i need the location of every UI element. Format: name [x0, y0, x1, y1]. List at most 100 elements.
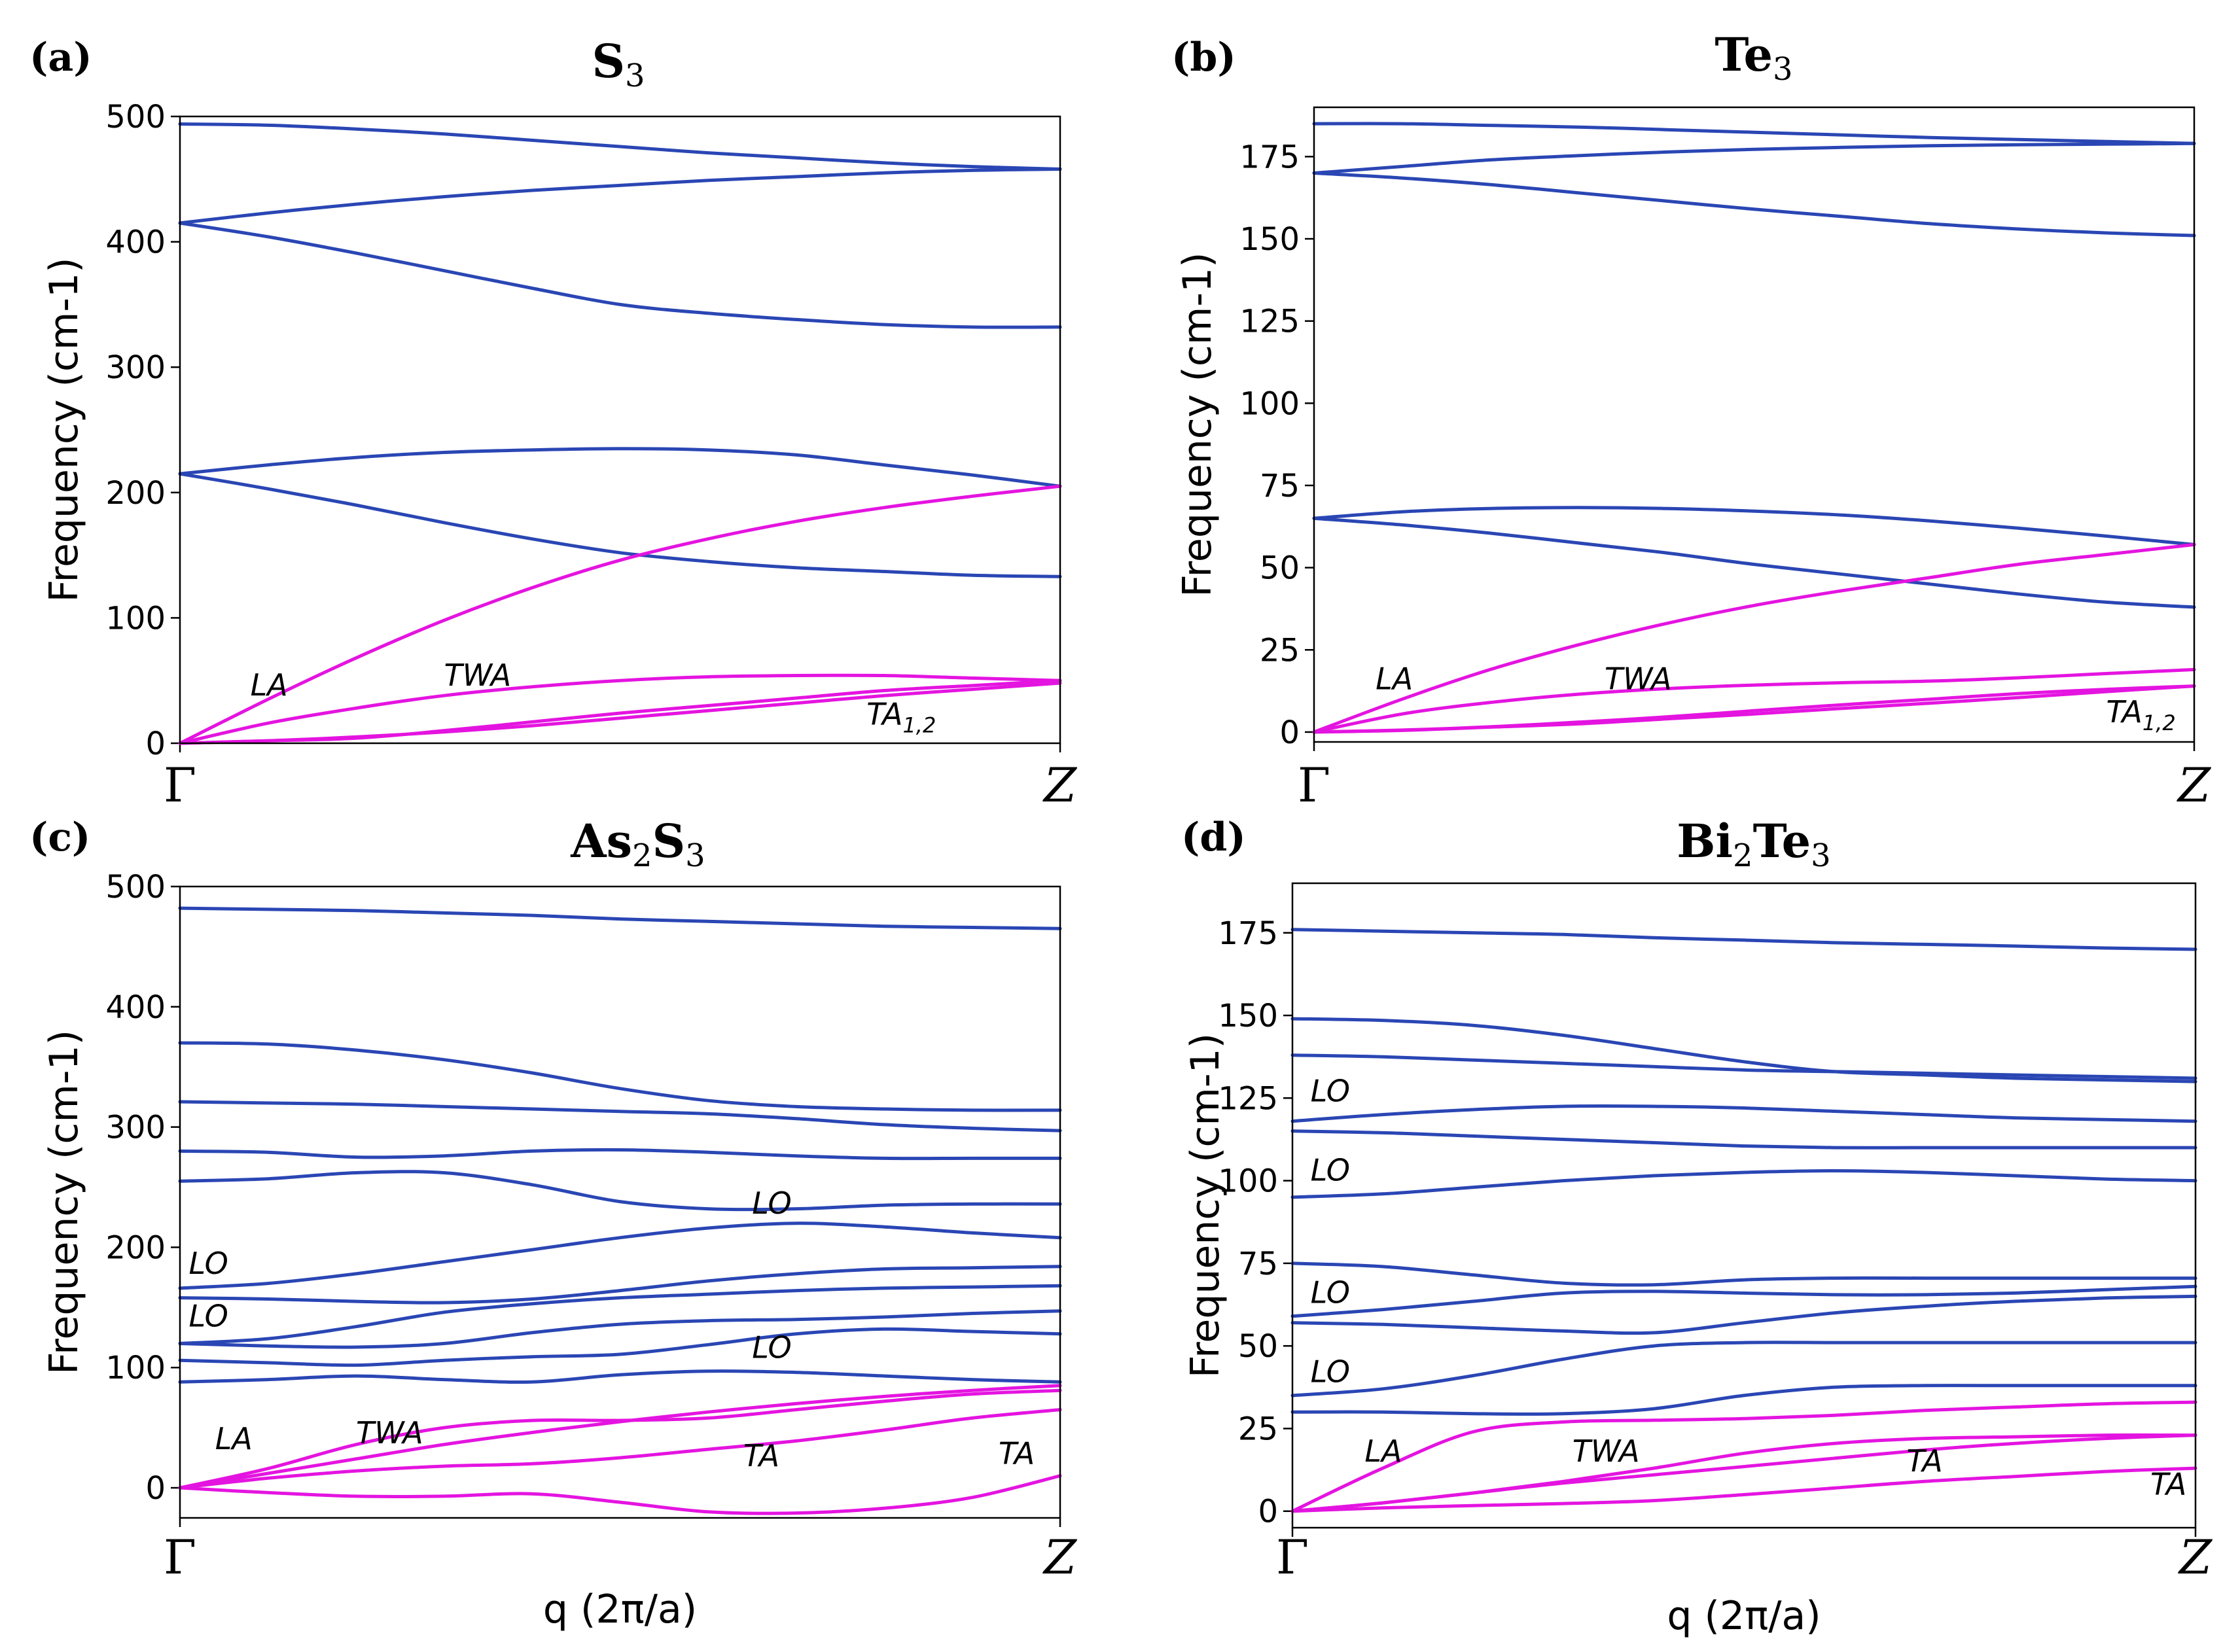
branch-optical-6 [178, 1221, 1062, 1290]
branch-TWA [178, 673, 1062, 745]
title-element: Te [1715, 27, 1773, 82]
branch-optical-3 [1290, 1053, 2197, 1080]
branch-optical-5 [178, 472, 1062, 578]
plot-frame [1313, 106, 2196, 743]
y-tick-label: 200 [105, 475, 166, 512]
annotation-la: LA [1364, 1433, 1402, 1469]
y-tick-label: 0 [145, 726, 166, 762]
y-tick-label: 0 [1258, 1494, 1278, 1530]
annotation-twa: TWA [444, 658, 512, 693]
y-tick-label: 0 [145, 1470, 166, 1507]
x-tick-gamma: Γ [1276, 1530, 1309, 1585]
chart-title: As2S3 [570, 814, 705, 874]
chart-title: S3 [592, 34, 645, 94]
y-tick-label: 125 [1239, 304, 1300, 340]
annotation-ta: TA [2150, 1466, 2186, 1502]
branch-optical-8 [178, 1284, 1062, 1345]
branch-optical-2 [178, 167, 1062, 225]
y-tick-label: 75 [1260, 468, 1300, 504]
y-tick-label: 150 [1239, 221, 1300, 258]
y-axis-label: Frequency (cm-1) [1175, 252, 1220, 597]
y-tick-label: 75 [1238, 1246, 1278, 1282]
x-tick-gamma: Γ [1298, 758, 1330, 813]
x-tick-gamma: Γ [164, 758, 196, 813]
y-tick-label: 175 [1218, 915, 1278, 952]
panel-d: (d) Bi2Te3 0 25 50 75 100 125 150 175 Γ Z Frequency … [1181, 814, 2213, 1639]
annotation-lo: LO [1311, 1275, 1350, 1310]
branch-optical-5 [178, 1170, 1062, 1212]
panel-b: (b) Te3 0 25 50 75 100 125 150 175 Γ Z Frequency (cm… [1171, 27, 2212, 813]
y-tick-label: 50 [1260, 550, 1300, 587]
branch-optical-2 [1312, 141, 2196, 175]
chart-title: Te3 [1715, 27, 1792, 88]
x-tick-z: Z [1042, 758, 1078, 813]
branch-LA [1312, 542, 2196, 734]
title-element: Bi [1677, 814, 1733, 868]
branch-TA-2 [1290, 1466, 2197, 1513]
branch-optical-2 [1290, 1017, 2197, 1083]
y-tick-label: 25 [1238, 1411, 1278, 1447]
title-subscript: 2 [1733, 837, 1753, 874]
branch-optical-6 [1290, 1169, 2197, 1199]
y-tick-label: 400 [105, 224, 166, 261]
y-tick-label: 400 [105, 989, 166, 1026]
plot-frame [179, 115, 1061, 745]
panel-c: (c) As2S3 0 100 200 300 400 500 Γ Z Frequency (cm-… [29, 814, 1078, 1632]
y-axis-label: Frequency (cm-1) [1182, 1033, 1228, 1378]
branch-TA-1 [1290, 1433, 2197, 1513]
chart-title: Bi2Te3 [1677, 814, 1830, 874]
y-tick-label: 50 [1238, 1328, 1278, 1365]
annotation-twa: TWA [356, 1415, 423, 1450]
branch-LA [178, 484, 1062, 745]
branch-optical-4 [178, 447, 1062, 488]
annotation-lo: LO [1311, 1153, 1350, 1188]
branch-TA-2 [1312, 684, 2196, 734]
y-tick-label: 25 [1260, 632, 1300, 669]
y-tick-label: 200 [105, 1229, 166, 1266]
branch-optical-5 [1312, 516, 2196, 609]
branch-TWA [178, 1384, 1062, 1490]
y-tick-label: 100 [105, 1350, 166, 1386]
branch-optical-5 [1290, 1129, 2197, 1150]
y-axis-label: Frequency (cm-1) [41, 1030, 87, 1375]
y-tick-label: 0 [1279, 714, 1300, 751]
title-element: As [570, 814, 632, 868]
annotation-ta: TA1,2 [866, 696, 936, 737]
branch-optical-9 [1290, 1294, 2197, 1335]
branch-optical-7 [178, 1265, 1062, 1305]
x-tick-z: Z [1042, 1530, 1078, 1585]
plot-frame [179, 885, 1061, 1519]
branch-optical-10 [1290, 1341, 2197, 1397]
branch-TWA [1312, 667, 2196, 734]
branch-optical-1 [178, 122, 1062, 171]
annotation-lo: LO [1311, 1354, 1350, 1390]
x-tick-gamma: Γ [164, 1530, 196, 1585]
branch-LA [1290, 1400, 2197, 1513]
panel-a: (a) S3 0 100 200 300 400 500 Γ Z Frequency (cm-1) L… [29, 34, 1078, 813]
branch-optical-3 [178, 221, 1062, 329]
branch-optical-8 [1290, 1284, 2197, 1318]
annotation-lo: LO [752, 1186, 791, 1221]
annotation-lo: LO [1311, 1073, 1350, 1108]
branch-TA-2 [178, 1474, 1062, 1515]
annotation-la: LA [1376, 661, 1413, 697]
y-tick-label: 500 [105, 99, 166, 135]
branch-optical-11 [1290, 1384, 2197, 1416]
title-element: Te [1753, 814, 1811, 868]
plot-frame [1291, 882, 2197, 1529]
panel-letter: (a) [29, 35, 92, 80]
annotation-la: LA [251, 667, 288, 703]
branch-optical-4 [1312, 506, 2196, 546]
annotation-twa: TWA [1605, 661, 1672, 697]
branch-optical-1 [1312, 122, 2196, 145]
branch-optical-3 [1312, 171, 2196, 237]
branch-optical-2 [178, 1041, 1062, 1112]
annotation-lo: LO [188, 1246, 228, 1281]
annotation-la: LA [215, 1421, 253, 1456]
y-axis-label: Frequency (cm-1) [41, 257, 87, 602]
panel-letter: (c) [29, 815, 90, 860]
x-tick-z: Z [2177, 758, 2212, 813]
branch-optical-1 [1290, 928, 2197, 951]
title-subscript: 3 [685, 837, 705, 874]
y-tick-label: 100 [1218, 1163, 1278, 1200]
